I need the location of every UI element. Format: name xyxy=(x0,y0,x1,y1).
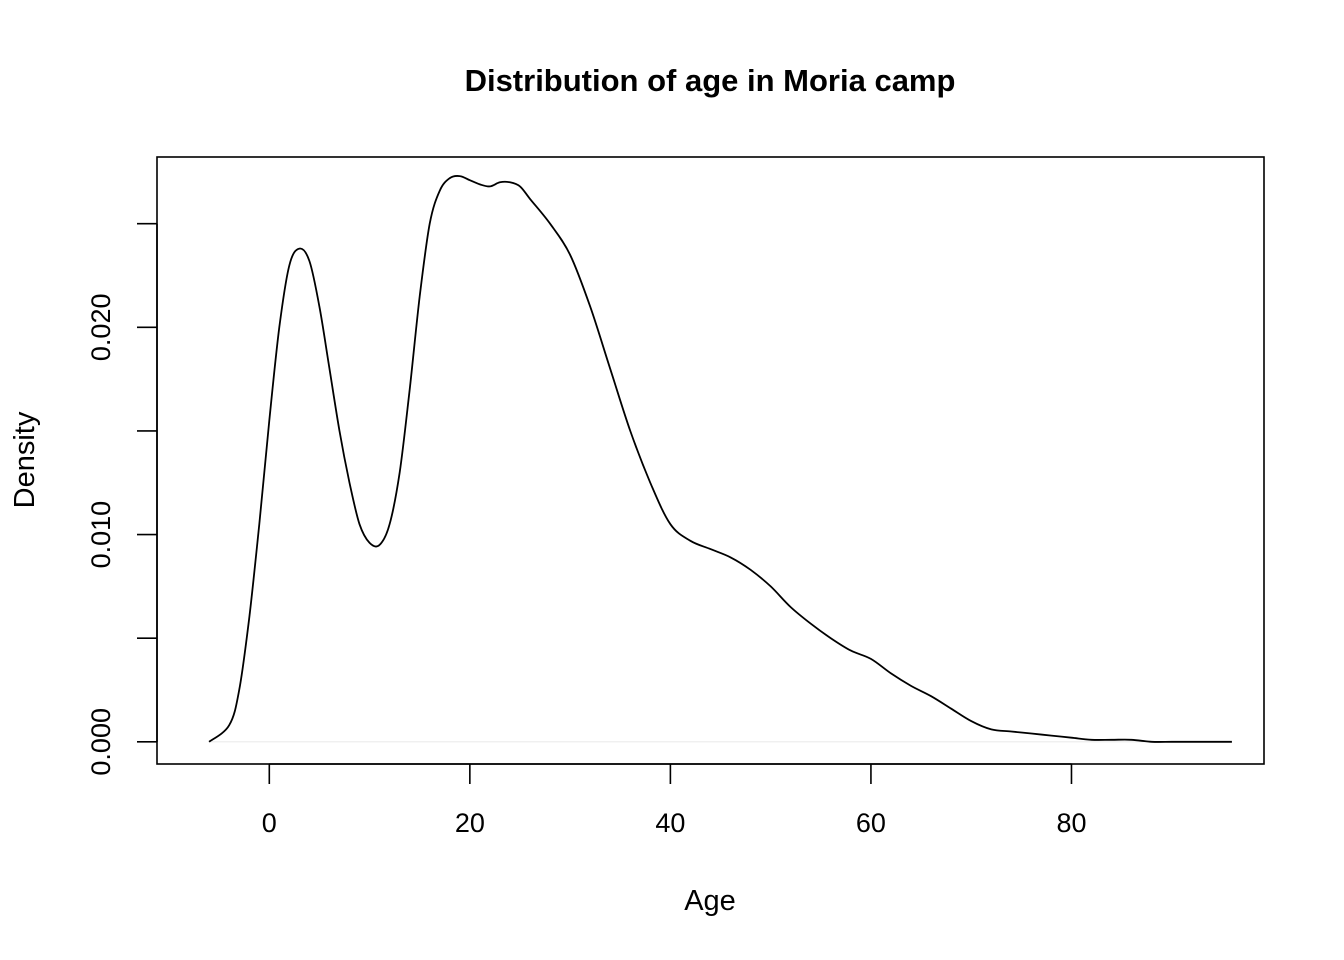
y-tick-label: 0.000 xyxy=(86,708,116,776)
y-tick-label: 0.010 xyxy=(86,501,116,569)
x-tick-label: 80 xyxy=(1056,808,1086,838)
y-tick-label: 0.020 xyxy=(86,294,116,362)
x-tick-label: 20 xyxy=(455,808,485,838)
x-tick-label: 0 xyxy=(262,808,277,838)
y-axis-label: Density xyxy=(9,411,41,508)
y-axis: 0.000 0.010 0.020 xyxy=(86,222,158,776)
x-axis: 0 20 40 60 80 xyxy=(262,763,1087,838)
x-axis-label: Age xyxy=(684,885,736,917)
plot-frame xyxy=(156,156,1265,765)
density-curve xyxy=(208,175,1232,743)
x-tick-label: 60 xyxy=(856,808,886,838)
chart-title: Distribution of age in Moria camp xyxy=(465,63,956,98)
x-tick-label: 40 xyxy=(655,808,685,838)
